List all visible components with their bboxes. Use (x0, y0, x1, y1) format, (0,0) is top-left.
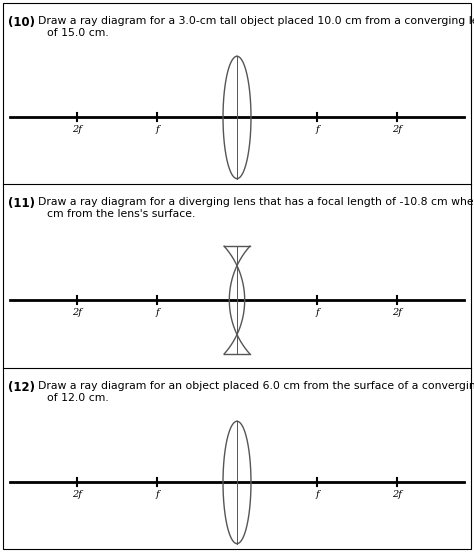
Text: 2f: 2f (72, 308, 82, 317)
Text: f: f (155, 308, 159, 317)
Text: (10): (10) (8, 16, 35, 29)
Text: of 15.0 cm.: of 15.0 cm. (47, 28, 109, 38)
Text: f: f (155, 490, 159, 500)
Text: f: f (315, 490, 319, 500)
Text: Draw a ray diagram for a 3.0-cm tall object placed 10.0 cm from a converging len: Draw a ray diagram for a 3.0-cm tall obj… (38, 16, 474, 26)
Text: f: f (315, 125, 319, 135)
Text: (11): (11) (8, 197, 35, 210)
Text: cm from the lens's surface.: cm from the lens's surface. (47, 209, 195, 219)
Text: (12): (12) (8, 381, 35, 394)
Text: Draw a ray diagram for an object placed 6.0 cm from the surface of a converging : Draw a ray diagram for an object placed … (38, 381, 474, 391)
Text: f: f (315, 308, 319, 317)
Text: 2f: 2f (392, 125, 402, 135)
Text: 2f: 2f (392, 308, 402, 317)
Text: of 12.0 cm.: of 12.0 cm. (47, 393, 109, 403)
Text: 2f: 2f (72, 125, 82, 135)
Text: Draw a ray diagram for a diverging lens that has a focal length of -10.8 cm when: Draw a ray diagram for a diverging lens … (38, 197, 474, 207)
Text: 2f: 2f (72, 490, 82, 500)
Text: 2f: 2f (392, 490, 402, 500)
Text: f: f (155, 125, 159, 135)
